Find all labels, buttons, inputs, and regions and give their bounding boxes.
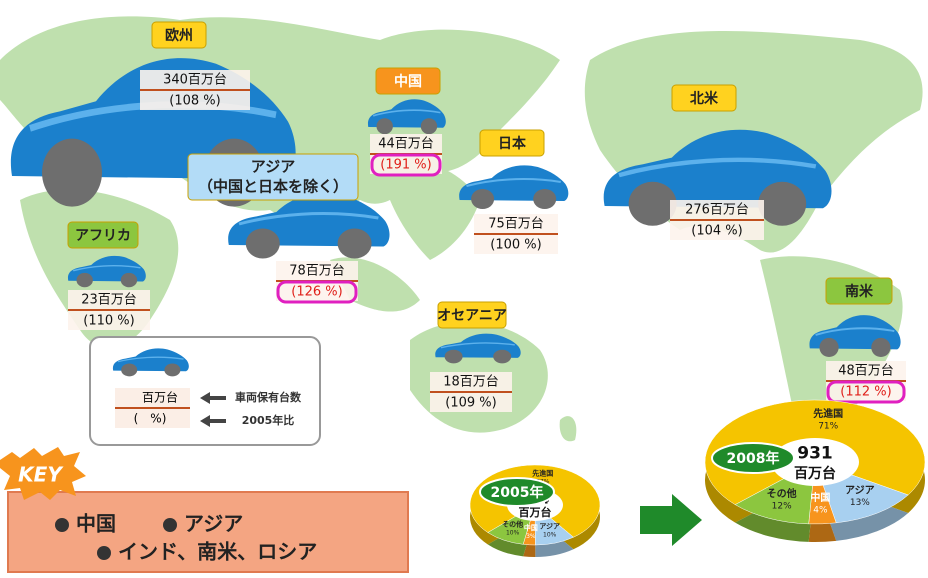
growth-ratio: (109 %) xyxy=(445,396,496,411)
highlight-ring xyxy=(370,153,442,177)
region-label-box xyxy=(67,221,139,249)
bullet xyxy=(97,546,111,560)
region-name: 北米 xyxy=(690,90,719,107)
arrow xyxy=(200,415,226,427)
region-name: アフリカ xyxy=(75,228,131,244)
slice-label: アジア xyxy=(539,523,560,531)
key-item: インド、南米、ロシア xyxy=(118,540,317,564)
region-label-box xyxy=(671,84,737,112)
year: 2008年 xyxy=(727,450,780,467)
region: アジア （中国と日本を除く） 78百万台 (126 %) xyxy=(187,153,392,304)
bullet xyxy=(163,518,177,532)
vehicle-count: 75百万台 xyxy=(488,217,544,232)
region-label-box xyxy=(187,153,359,201)
vehicle-count: 18百万台 xyxy=(443,375,499,390)
region-name: 南米 xyxy=(845,283,874,300)
bullet xyxy=(55,518,69,532)
region-label-box xyxy=(151,21,207,49)
growth-ratio: (100 %) xyxy=(490,238,541,253)
legend-count-note: 車両保有台数 xyxy=(235,390,302,404)
key-item: アジア xyxy=(184,512,243,536)
slice-label: 先進国 xyxy=(532,469,553,478)
region-label-box xyxy=(825,277,893,305)
key-burst xyxy=(0,447,86,500)
region-name: 日本 xyxy=(498,135,527,152)
car xyxy=(458,164,570,210)
legend-ratio: ( %) xyxy=(134,412,167,426)
slice-value: 10% xyxy=(506,530,520,537)
region: 北米 276百万台 (104 %) xyxy=(604,84,832,240)
year: 2005年 xyxy=(491,484,544,501)
slice-value: 13% xyxy=(850,498,870,508)
growth-ratio: (126 %) xyxy=(291,285,342,300)
total-unit: 百万台 xyxy=(794,465,836,482)
vehicle-count: 44百万台 xyxy=(378,137,434,152)
region-label-box xyxy=(375,67,441,95)
slice-value: 3% xyxy=(526,533,536,540)
region-name: アジア xyxy=(251,158,295,176)
regions: 欧州 340百万台 (108 %) 中国 44百万台 (191 %) 日本 75百万台 (100… xyxy=(11,21,906,412)
total-unit: 百万台 xyxy=(519,505,552,519)
vehicle-count: 340百万台 xyxy=(163,73,227,88)
slice-value: 4% xyxy=(813,506,828,516)
year-badge xyxy=(479,477,555,507)
year-badge xyxy=(711,442,795,474)
region: 日本 75百万台 (100 %) xyxy=(458,129,570,254)
growth-ratio: (104 %) xyxy=(691,224,742,239)
vehicle-count: 78百万台 xyxy=(289,264,345,279)
slice-label: その他 xyxy=(502,520,523,529)
total: 931 xyxy=(797,444,833,464)
slice-label: アジア xyxy=(845,485,875,497)
arrow xyxy=(200,392,226,404)
key-box xyxy=(7,491,409,573)
growth-ratio: (112 %) xyxy=(840,385,891,400)
donut-hole xyxy=(771,438,859,486)
growth-ratio: (110 %) xyxy=(83,314,134,329)
vehicle-count: 276百万台 xyxy=(685,203,749,218)
region: オセアニア 18百万台 (109 %) xyxy=(430,301,522,412)
slice-value: 12% xyxy=(772,502,792,512)
region-name: （中国と日本を除く） xyxy=(198,178,348,196)
trend-arrow xyxy=(640,494,702,546)
pies: 844百万台先進国77%アジア10%中国3%その他10%2005年931百万台先… xyxy=(469,399,926,557)
slice-label: 中国 xyxy=(524,523,538,532)
region: 南米 48百万台 (112 %) xyxy=(808,277,906,404)
region-label-box xyxy=(479,129,545,157)
key-title: KEY xyxy=(18,463,64,487)
region: アフリカ 23百万台 (110 %) xyxy=(67,221,150,330)
slice-label: 先進国 xyxy=(813,407,843,420)
slice-value: 71% xyxy=(818,421,838,431)
highlight-ring xyxy=(826,380,906,404)
legend-count: 百万台 xyxy=(142,390,178,405)
vehicle-count: 48百万台 xyxy=(838,364,894,379)
vehicle-count: 23百万台 xyxy=(81,293,137,308)
highlight-ring xyxy=(276,280,358,304)
region: 中国 44百万台 (191 %) xyxy=(367,67,447,177)
region-name: 欧州 xyxy=(165,27,193,44)
key: KEY 中国 アジア インド、南米、ロシア xyxy=(0,447,409,573)
legend-ratio-note: 2005年比 xyxy=(242,413,295,427)
growth-ratio: (108 %) xyxy=(169,94,220,109)
region-name: 中国 xyxy=(394,73,422,90)
key-item: 中国 xyxy=(76,512,116,536)
region: 欧州 340百万台 (108 %) xyxy=(11,21,296,207)
growth-ratio: (191 %) xyxy=(380,158,431,173)
slice-value: 10% xyxy=(543,532,557,539)
legend-box: 百万台 ( %) 車両保有台数 2005年比 xyxy=(89,336,321,446)
region-name: オセアニア xyxy=(437,308,507,324)
slice-label: 中国 xyxy=(810,491,830,504)
slice-label: その他 xyxy=(767,487,797,500)
region-label-box xyxy=(437,301,507,329)
